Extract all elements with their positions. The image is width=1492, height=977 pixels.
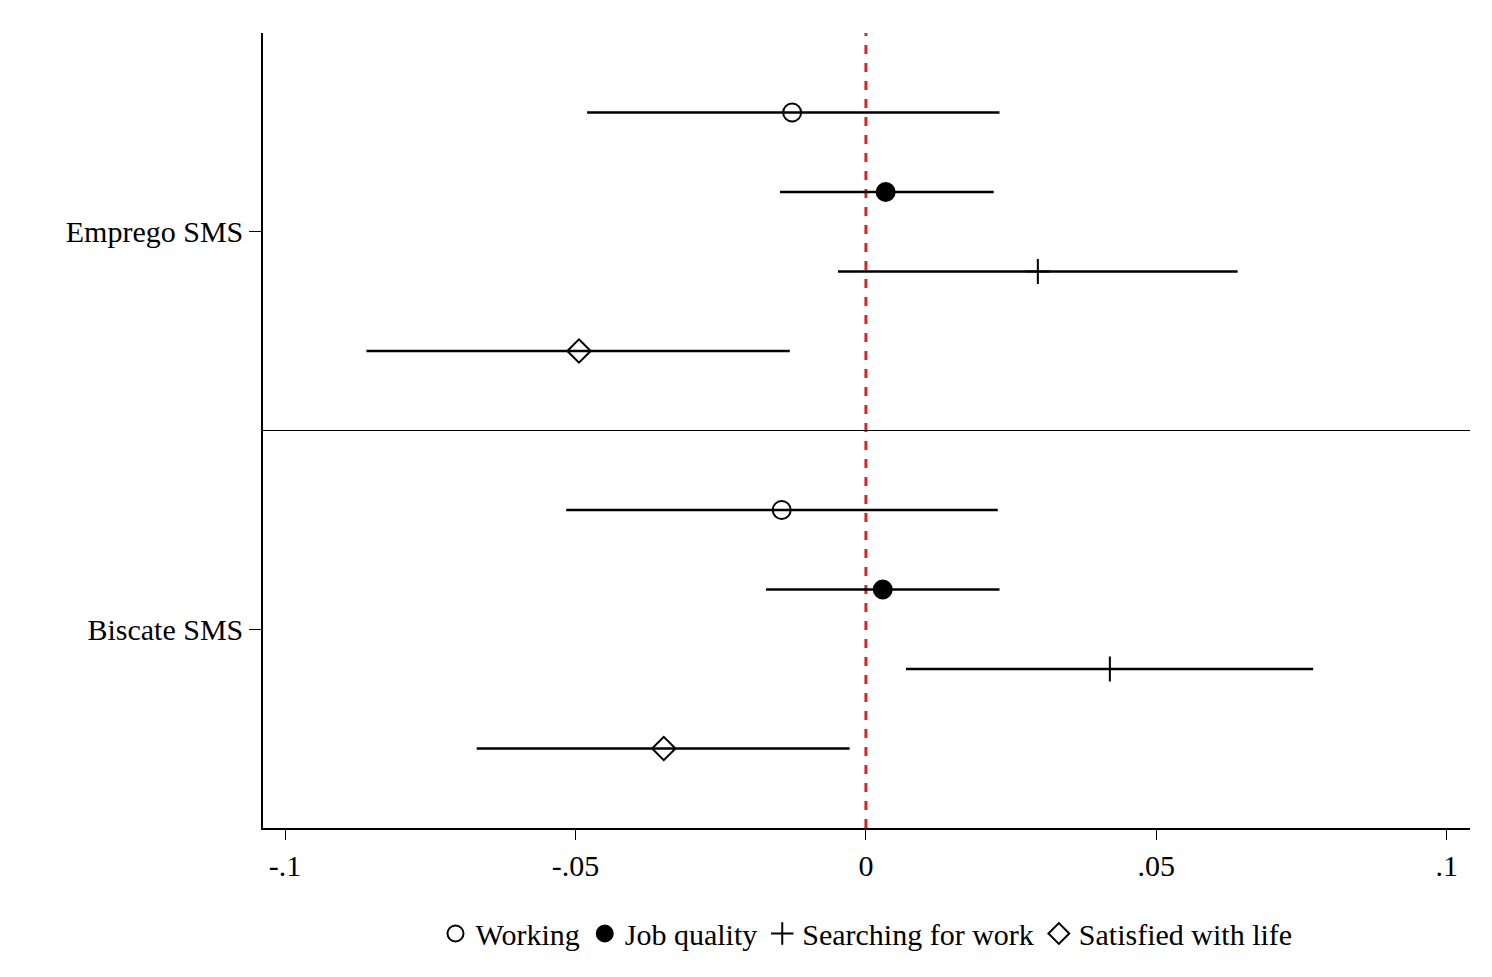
svg-text:-.1: -.1 <box>269 849 302 882</box>
svg-text:Working: Working <box>476 918 580 951</box>
svg-text:Job quality: Job quality <box>625 918 758 951</box>
svg-text:0: 0 <box>858 849 873 882</box>
svg-text:Emprego SMS: Emprego SMS <box>66 215 244 248</box>
svg-text:Satisfied with life: Satisfied with life <box>1079 918 1292 951</box>
svg-text:.1: .1 <box>1436 849 1459 882</box>
svg-text:Searching for work: Searching for work <box>802 918 1034 951</box>
svg-text:.05: .05 <box>1138 849 1176 882</box>
svg-text:Biscate SMS: Biscate SMS <box>87 613 243 646</box>
svg-text:-.05: -.05 <box>552 849 600 882</box>
